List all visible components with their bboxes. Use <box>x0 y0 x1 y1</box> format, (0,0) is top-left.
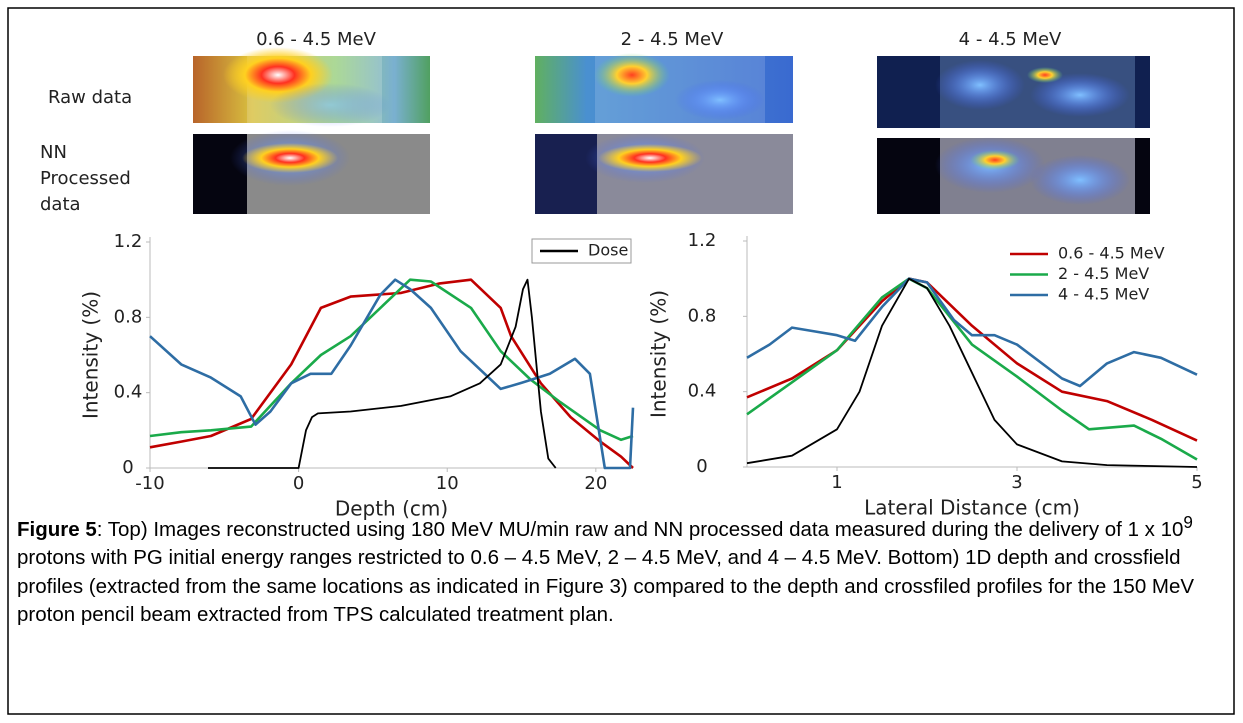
y-axis-label: Intensity (%) <box>647 290 671 418</box>
caption-text: protons with PG initial energy ranges re… <box>17 546 1194 626</box>
x-tick-label: 0 <box>293 473 304 494</box>
row-label: NN Processed data <box>40 140 140 218</box>
data-line <box>150 280 633 440</box>
caption-superscript: 9 <box>1183 513 1193 532</box>
y-tick-label: 1.2 <box>114 231 143 252</box>
column-title: 2 - 4.5 MeV <box>621 29 724 50</box>
data-line <box>747 279 1197 460</box>
y-tick-label: 0.8 <box>688 305 717 326</box>
data-line <box>747 279 1197 467</box>
legend-label: 4 - 4.5 MeV <box>1058 285 1149 304</box>
x-tick-label: 1 <box>831 472 842 493</box>
row-label-box: NN Processed data <box>40 140 160 220</box>
heatmap-images <box>193 47 1150 214</box>
caption-label: Figure 5 <box>17 518 97 541</box>
row-label: Raw data <box>48 87 132 108</box>
y-tick-label: 0.8 <box>114 306 143 327</box>
figure-caption: Figure 5: Top) Images reconstructed usin… <box>17 509 1222 630</box>
caption-text: : Top) Images reconstructed using 180 Me… <box>97 518 1184 541</box>
y-tick-label: 0.4 <box>688 381 717 402</box>
column-title: 4 - 4.5 MeV <box>959 29 1062 50</box>
column-title: 0.6 - 4.5 MeV <box>256 29 377 50</box>
x-tick-label: 3 <box>1011 472 1022 493</box>
legend-label: 0.6 - 4.5 MeV <box>1058 244 1165 263</box>
y-tick-label: 0 <box>696 456 707 477</box>
y-axis-label: Intensity (%) <box>79 291 103 419</box>
x-tick-label: 5 <box>1191 472 1202 493</box>
y-tick-label: 0 <box>122 457 133 478</box>
figure-page: 0.6 - 4.5 MeV 2 - 4.5 MeV 4 - 4.5 MeV Ra… <box>0 0 1243 723</box>
y-tick-label: 0.4 <box>114 382 143 403</box>
data-line <box>150 280 633 468</box>
x-tick-label: -10 <box>135 473 164 494</box>
x-tick-label: 10 <box>436 473 459 494</box>
legend-label: Dose <box>588 241 628 260</box>
x-tick-label: 20 <box>584 473 607 494</box>
y-tick-label: 1.2 <box>688 230 717 251</box>
data-line <box>150 280 633 468</box>
legend-label: 2 - 4.5 MeV <box>1058 264 1149 283</box>
